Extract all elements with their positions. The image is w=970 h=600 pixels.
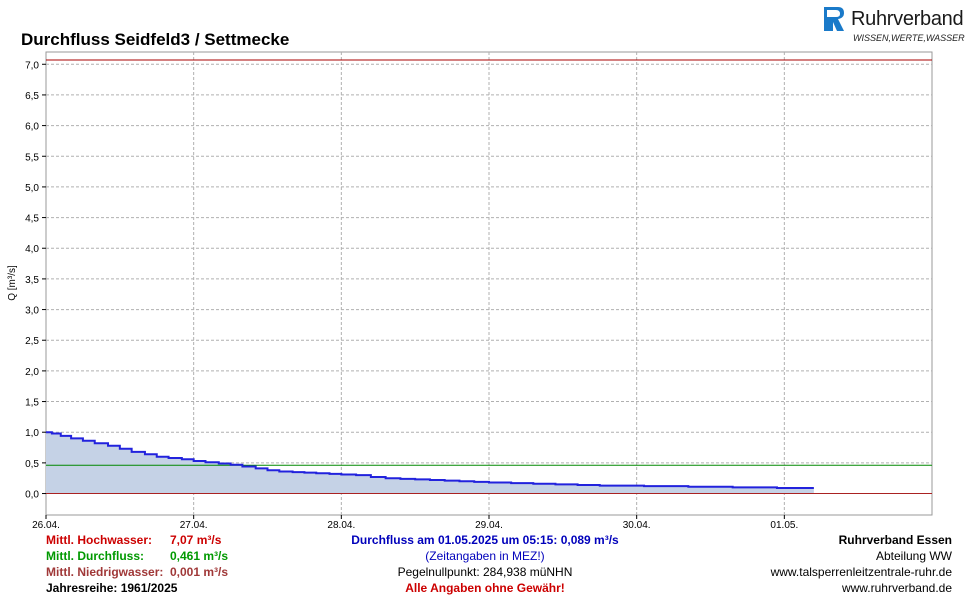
- y-tick-label: 1,0: [25, 428, 39, 439]
- series-line: [46, 431, 814, 490]
- y-tick-label: 5,0: [25, 183, 39, 194]
- url-ruhrverband[interactable]: www.ruhrverband.de: [841, 581, 952, 595]
- durchfluss-value: 0,461 m³/s: [170, 549, 229, 563]
- x-tick-label: 29.04.: [475, 520, 503, 530]
- data-area: [46, 432, 814, 494]
- current-reading: Durchfluss am 01.05.2025 um 05:15: 0,089…: [330, 532, 640, 596]
- x-tick-label: 28.04.: [327, 520, 355, 530]
- y-axis-ticks: 0,0 0,5 1,0 1,5 2,0 2,5 3,0 3,5 4,0 4,5 5,0 5,5 6,0 6…: [25, 60, 46, 501]
- reference-lines: [46, 59, 932, 494]
- disclaimer: Alle Angaben ohne Gewähr!: [405, 581, 565, 595]
- y-tick-label: 3,0: [25, 306, 39, 317]
- y-tick-label: 0,0: [25, 490, 39, 501]
- x-axis-ticks: 26.04. 27.04. 28.04. 29.04. 30.04. 01.05.: [32, 515, 798, 530]
- hochwasser-label: Mittl. Hochwasser:: [46, 533, 153, 547]
- data-line: [46, 431, 814, 490]
- logo-name: Ruhrverband: [851, 8, 964, 30]
- y-tick-label: 6,5: [25, 91, 39, 102]
- y-tick-label: 4,0: [25, 244, 39, 255]
- flow-chart: 0,0 0,5 1,0 1,5 2,0 2,5 3,0 3,5 4,0 4,5 5,0 5,5 6,0 6…: [7, 51, 933, 530]
- current-flow-text: Durchfluss am 01.05.2025 um 05:15: 0,089…: [351, 533, 619, 547]
- timezone-note: (Zeitangaben in MEZ!): [425, 549, 545, 563]
- department: Abteilung WW: [875, 549, 952, 563]
- y-tick-label: 4,5: [25, 214, 39, 225]
- y-tick-label: 1,5: [25, 398, 39, 409]
- y-tick-label: 2,5: [25, 336, 39, 347]
- x-tick-label: 27.04.: [180, 520, 208, 530]
- organization-info: Ruhrverband Essen Abteilung WW www.talsp…: [771, 532, 952, 596]
- niedrigwasser-label: Mittl. Niedrigwasser:: [46, 565, 164, 579]
- jahresreihe: Jahresreihe: 1961/2025: [46, 581, 178, 595]
- url-leitzentrale[interactable]: www.talsperrenleitzentrale-ruhr.de: [770, 565, 952, 579]
- y-tick-label: 5,5: [25, 152, 39, 163]
- x-tick-label: 26.04.: [32, 520, 60, 530]
- y-tick-label: 2,0: [25, 367, 39, 378]
- y-tick-label: 3,5: [25, 275, 39, 286]
- pegelnullpunkt: Pegelnullpunkt: 284,938 müNHN: [397, 565, 573, 579]
- logo-tagline: WISSEN,WERTE,WASSER: [853, 33, 965, 43]
- chart-title: Durchfluss Seidfeld3 / Settmecke: [21, 30, 290, 49]
- series-area: [46, 432, 814, 494]
- hochwasser-value: 7,07 m³/s: [170, 533, 222, 547]
- durchfluss-label: Mittl. Durchfluss:: [46, 549, 144, 563]
- x-tick-label: 01.05.: [770, 520, 798, 530]
- y-tick-label: 6,0: [25, 122, 39, 133]
- y-axis-label: Q [m³/s]: [7, 265, 18, 301]
- ruhrverband-logo-icon: [824, 7, 844, 31]
- niedrigwasser-value: 0,001 m³/s: [170, 565, 229, 579]
- x-tick-label: 30.04.: [623, 520, 651, 530]
- y-tick-label: 7,0: [25, 60, 39, 71]
- ruhrverband-logo: Ruhrverband WISSEN,WERTE,WASSER: [823, 6, 965, 46]
- y-tick-label: 0,5: [25, 459, 39, 470]
- org-name: Ruhrverband Essen: [838, 533, 952, 547]
